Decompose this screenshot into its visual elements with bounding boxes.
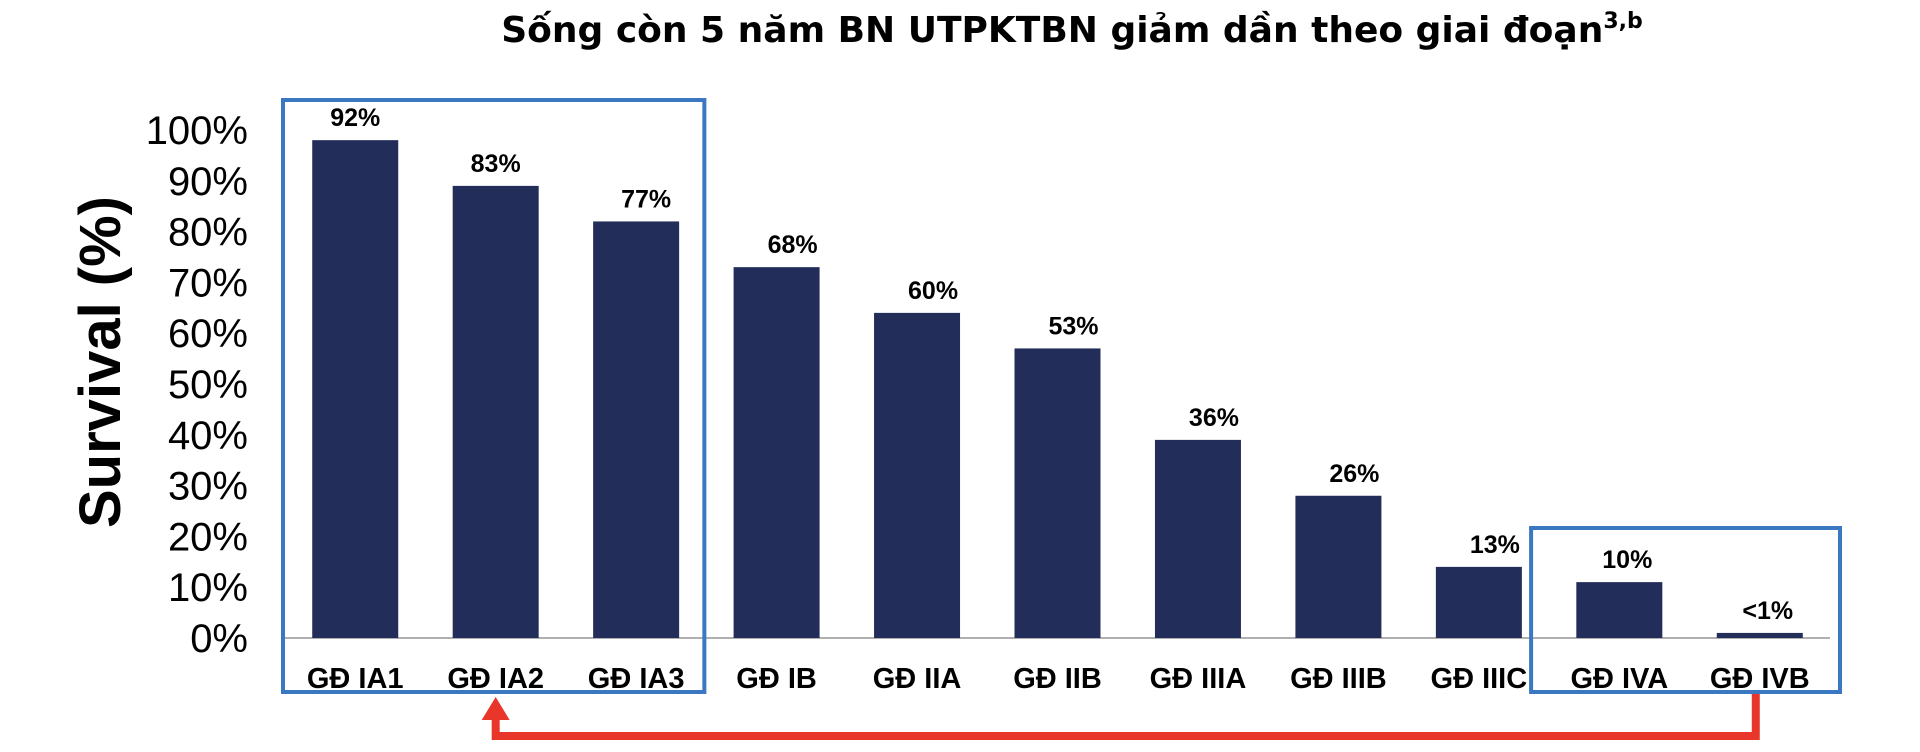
highlight-box xyxy=(281,98,707,694)
bar xyxy=(1295,495,1382,638)
bar-value-label: 60% xyxy=(908,277,958,305)
bar xyxy=(452,185,539,638)
bar-value-label: 77% xyxy=(621,185,671,213)
bar-value-label: 92% xyxy=(330,104,380,132)
x-category-label: GĐ IA2 xyxy=(447,663,544,695)
red-arrow-head xyxy=(481,697,510,720)
x-category-label: GĐ IIIA xyxy=(1150,663,1247,695)
x-category-label: GĐ IIIB xyxy=(1290,663,1387,695)
bars: 92% GĐ IA1 83% GĐ IA2 77% GĐ IA3 68% GĐ IB 60% GĐ… xyxy=(285,104,1830,695)
x-category-label: GĐ IIA xyxy=(873,663,962,695)
bar-value-label: 83% xyxy=(471,150,521,178)
bar-value-label: 36% xyxy=(1189,404,1239,432)
bar xyxy=(1435,566,1522,638)
x-category-label: GĐ IVA xyxy=(1570,663,1668,695)
bar xyxy=(1716,632,1803,638)
y-axis-ticks: 0% 10% 20% 30% 40% 50% 60% 70% 80% 90% 100% xyxy=(146,109,248,661)
x-category-label: GĐ IA3 xyxy=(588,663,685,695)
y-tick-label: 60% xyxy=(168,312,248,356)
y-tick-label: 20% xyxy=(168,515,248,559)
y-tick-label: 0% xyxy=(190,617,248,661)
y-tick-label: 50% xyxy=(168,363,248,407)
highlight-box xyxy=(1529,526,1843,694)
y-tick-label: 90% xyxy=(168,160,248,204)
bar xyxy=(1576,582,1663,638)
y-tick-label: 80% xyxy=(168,211,248,255)
y-tick-label: 100% xyxy=(146,109,248,153)
y-tick-label: 30% xyxy=(168,465,248,509)
x-category-label: GĐ IIB xyxy=(1013,663,1102,695)
bar xyxy=(733,267,820,638)
x-category-label: GĐ IB xyxy=(736,663,817,695)
y-tick-label: 10% xyxy=(168,566,248,610)
y-axis-label: Survival (%) xyxy=(68,196,133,528)
bar xyxy=(1014,348,1101,638)
chart-title-superscript: 3,b xyxy=(1603,9,1642,34)
x-category-label: GĐ IIIC xyxy=(1431,663,1528,695)
bar xyxy=(312,140,399,638)
chart-title-text: Sống còn 5 năm BN UTPKTBN giảm dần theo … xyxy=(501,10,1603,51)
bar-value-label: 13% xyxy=(1470,531,1520,559)
bar xyxy=(593,221,680,638)
x-category-label: GĐ IVB xyxy=(1710,663,1810,695)
bar-value-label: <1% xyxy=(1742,597,1793,625)
bar-value-label: 10% xyxy=(1602,546,1652,574)
y-tick-label: 70% xyxy=(168,261,248,305)
bar xyxy=(874,312,961,638)
bar-value-label: 68% xyxy=(768,231,818,259)
x-category-label: GĐ IA1 xyxy=(307,663,404,695)
y-tick-label: 40% xyxy=(168,414,248,458)
bar-value-label: 53% xyxy=(1048,312,1098,340)
bar xyxy=(1154,439,1241,638)
red-arrow-line xyxy=(491,694,1760,740)
highlight-boxes xyxy=(281,98,1843,740)
chart-title: Sống còn 5 năm BN UTPKTBN giảm dần theo … xyxy=(501,9,1643,51)
bar-value-label: 26% xyxy=(1329,460,1379,488)
